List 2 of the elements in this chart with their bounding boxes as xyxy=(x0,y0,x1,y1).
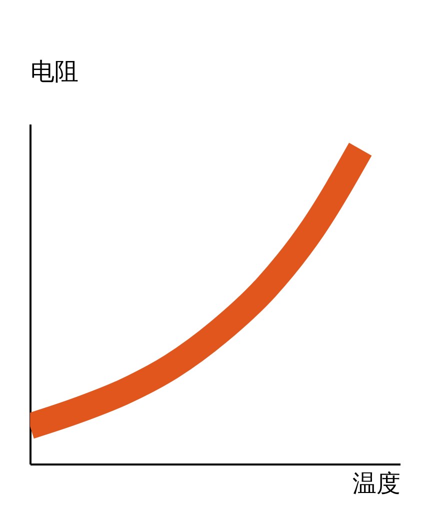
x-axis-title: 温度 xyxy=(352,470,400,498)
y-axis-title: 电阻 xyxy=(30,58,78,86)
